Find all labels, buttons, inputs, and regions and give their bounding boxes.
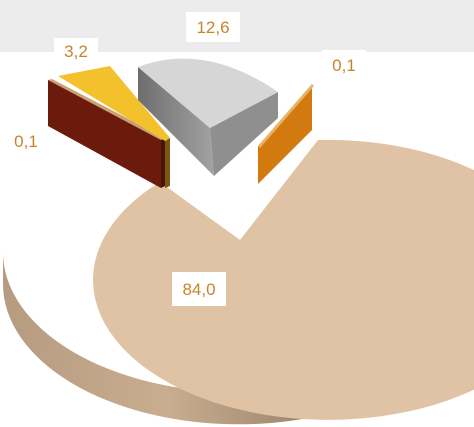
data-label-12-6: 12,6: [186, 12, 240, 42]
data-label-84-0: 84,0: [172, 272, 226, 306]
data-label-0-1-left-text: 0,1: [14, 132, 38, 151]
data-label-3-2-text: 3,2: [64, 42, 88, 61]
data-label-84-0-text: 84,0: [182, 280, 215, 299]
data-label-3-2: 3,2: [54, 38, 98, 66]
slice-0-1-right-edge: [258, 84, 314, 148]
slice-0-1-left-face: [48, 80, 161, 188]
slice-3-2-top: [58, 66, 170, 141]
slice-0-1-right: [258, 84, 314, 184]
slice-84-0: [3, 139, 474, 425]
data-label-0-1-left: 0,1: [4, 126, 48, 156]
slice-0-1-left-edge: [48, 79, 165, 140]
slice-12-6-side-left: [138, 67, 214, 176]
slice-3-2-side: [165, 138, 170, 188]
slice-0-1-left: [48, 79, 165, 188]
slice-12-6-top: [138, 58, 278, 128]
data-label-0-1-right-text: 0,1: [332, 56, 356, 75]
slice-12-6: [138, 58, 278, 176]
slice-0-1-left-side: [161, 138, 165, 188]
slice-3-2: [58, 66, 170, 188]
slice-12-6-side-right: [210, 92, 278, 176]
data-label-12-6-text: 12,6: [196, 18, 229, 37]
data-label-0-1-right: 0,1: [322, 50, 366, 80]
slice-0-1-right-face: [258, 84, 312, 184]
slice-84-0-top: [93, 139, 474, 420]
